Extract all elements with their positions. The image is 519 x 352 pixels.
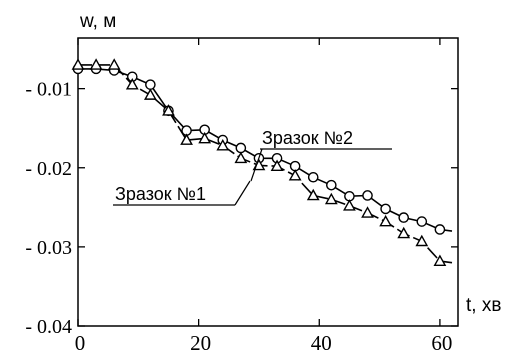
y-axis-title: w, м — [79, 11, 116, 32]
data-point-sample-1 — [379, 214, 393, 227]
x-tick-label: 60 — [431, 331, 452, 352]
data-point-sample-1 — [361, 206, 374, 218]
annotation-leader-sample-2 — [250, 148, 263, 182]
data-point-sample-1 — [343, 199, 356, 211]
data-point-sample-1 — [288, 169, 302, 181]
data-point-sample-1 — [324, 192, 338, 205]
data-point-sample-1 — [415, 234, 429, 247]
x-axis-title: t, хв — [466, 295, 501, 316]
data-point-sample-1 — [162, 104, 175, 116]
data-point-sample-1 — [234, 151, 248, 164]
series-line-sample-2 — [78, 68, 453, 232]
y-tick-label: - 0.01 — [25, 79, 72, 101]
data-point-sample-1 — [216, 138, 230, 151]
series-layer — [71, 58, 453, 266]
data-point-sample-1 — [397, 226, 411, 239]
data-point-sample-2 — [145, 79, 156, 90]
annotation-sample-2: Зразок №2 — [250, 128, 392, 182]
annotation-label-sample-2: Зразок №2 — [262, 128, 353, 148]
plot-frame — [77, 37, 459, 327]
data-point-sample-1 — [107, 58, 121, 70]
data-point-sample-1 — [306, 188, 320, 201]
data-point-sample-2 — [362, 190, 373, 201]
data-point-sample-1 — [143, 88, 157, 100]
x-tick-label: 20 — [190, 331, 211, 352]
y-tick-label: - 0.04 — [25, 316, 72, 338]
data-point-sample-1 — [270, 159, 284, 172]
data-point-sample-2 — [380, 203, 391, 215]
data-point-sample-2 — [398, 212, 410, 223]
data-point-sample-1 — [125, 78, 139, 90]
annotation-label-sample-1: Зразок №1 — [115, 184, 206, 204]
annotation-sample-1: Зразок №1 — [113, 180, 251, 206]
data-point-sample-2 — [235, 142, 247, 154]
x-tick-label: 40 — [311, 331, 332, 352]
data-point-sample-1 — [198, 131, 212, 144]
data-point-sample-2 — [326, 179, 337, 191]
data-point-sample-1 — [89, 58, 103, 70]
data-point-sample-2 — [307, 171, 319, 183]
data-point-sample-2 — [416, 216, 428, 227]
annotation-leader-sample-1 — [234, 180, 251, 206]
data-point-sample-1 — [71, 58, 85, 70]
y-tick-label: - 0.03 — [25, 237, 72, 259]
axis-ticks: - 0.01 - 0.02 - 0.03 - 0.040 20 40 60 — [25, 38, 458, 352]
data-point-sample-1 — [433, 254, 447, 266]
data-point-sample-2 — [434, 224, 446, 235]
data-point-sample-1 — [180, 133, 193, 145]
series-line-sample-1 — [78, 64, 453, 264]
x-tick-label: 0 — [75, 331, 86, 352]
y-tick-label: - 0.02 — [25, 158, 72, 180]
